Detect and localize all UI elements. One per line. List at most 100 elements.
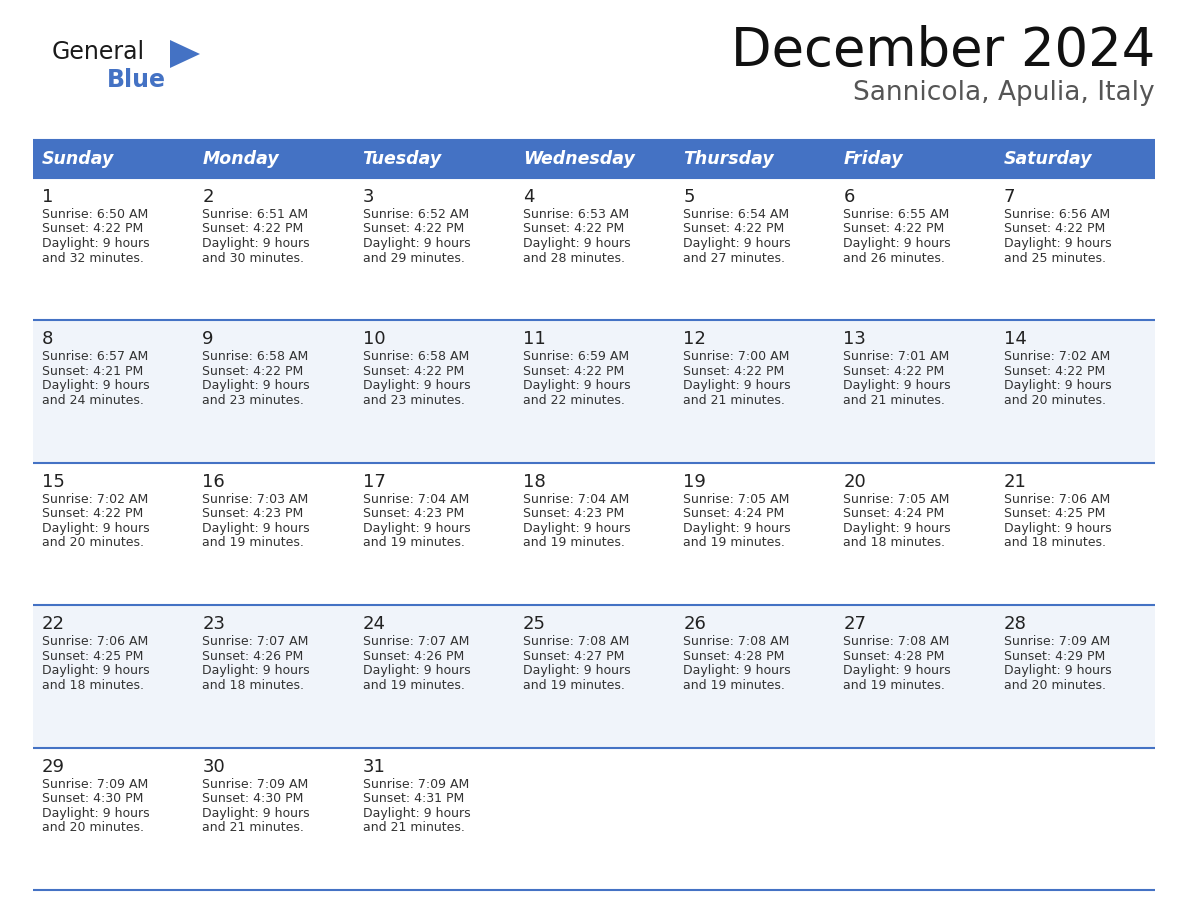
Text: Sunset: 4:28 PM: Sunset: 4:28 PM bbox=[843, 650, 944, 663]
Text: and 24 minutes.: and 24 minutes. bbox=[42, 394, 144, 407]
Bar bbox=[33, 140, 194, 178]
Text: and 19 minutes.: and 19 minutes. bbox=[362, 678, 465, 691]
Text: 29: 29 bbox=[42, 757, 65, 776]
Text: Daylight: 9 hours: Daylight: 9 hours bbox=[42, 521, 150, 535]
Text: and 21 minutes.: and 21 minutes. bbox=[362, 821, 465, 834]
Text: Sunset: 4:22 PM: Sunset: 4:22 PM bbox=[843, 222, 944, 236]
Text: Daylight: 9 hours: Daylight: 9 hours bbox=[1004, 665, 1111, 677]
Text: and 21 minutes.: and 21 minutes. bbox=[683, 394, 785, 407]
Text: Sunset: 4:22 PM: Sunset: 4:22 PM bbox=[1004, 364, 1105, 378]
Text: Sunset: 4:22 PM: Sunset: 4:22 PM bbox=[523, 364, 624, 378]
Text: and 19 minutes.: and 19 minutes. bbox=[683, 678, 785, 691]
Text: 3: 3 bbox=[362, 188, 374, 206]
Text: Sunrise: 7:02 AM: Sunrise: 7:02 AM bbox=[1004, 351, 1110, 364]
Text: Sunset: 4:26 PM: Sunset: 4:26 PM bbox=[362, 650, 463, 663]
Text: Friday: Friday bbox=[843, 150, 903, 168]
Text: 4: 4 bbox=[523, 188, 535, 206]
Text: Sunrise: 6:58 AM: Sunrise: 6:58 AM bbox=[362, 351, 469, 364]
Text: and 18 minutes.: and 18 minutes. bbox=[42, 678, 144, 691]
Text: Sunrise: 6:51 AM: Sunrise: 6:51 AM bbox=[202, 208, 309, 221]
Text: Sunrise: 6:59 AM: Sunrise: 6:59 AM bbox=[523, 351, 628, 364]
Text: 21: 21 bbox=[1004, 473, 1026, 491]
Text: and 19 minutes.: and 19 minutes. bbox=[523, 678, 625, 691]
Text: 22: 22 bbox=[42, 615, 65, 633]
Text: Sunset: 4:22 PM: Sunset: 4:22 PM bbox=[683, 364, 784, 378]
Text: Sunrise: 7:09 AM: Sunrise: 7:09 AM bbox=[1004, 635, 1110, 648]
Text: Daylight: 9 hours: Daylight: 9 hours bbox=[362, 237, 470, 250]
Text: Sunrise: 7:04 AM: Sunrise: 7:04 AM bbox=[523, 493, 630, 506]
Text: 9: 9 bbox=[202, 330, 214, 349]
Text: December 2024: December 2024 bbox=[731, 25, 1155, 77]
Text: Daylight: 9 hours: Daylight: 9 hours bbox=[202, 807, 310, 820]
Bar bbox=[33, 747, 1155, 890]
Text: 28: 28 bbox=[1004, 615, 1026, 633]
Text: Daylight: 9 hours: Daylight: 9 hours bbox=[42, 807, 150, 820]
Text: Sunset: 4:25 PM: Sunset: 4:25 PM bbox=[1004, 508, 1105, 521]
Text: and 18 minutes.: and 18 minutes. bbox=[1004, 536, 1106, 549]
Bar bbox=[33, 320, 1155, 463]
Text: Daylight: 9 hours: Daylight: 9 hours bbox=[1004, 237, 1111, 250]
Text: Sunrise: 7:09 AM: Sunrise: 7:09 AM bbox=[202, 778, 309, 790]
Text: Sunrise: 7:08 AM: Sunrise: 7:08 AM bbox=[523, 635, 630, 648]
Text: Daylight: 9 hours: Daylight: 9 hours bbox=[202, 521, 310, 535]
Bar bbox=[834, 140, 994, 178]
Text: Sunset: 4:24 PM: Sunset: 4:24 PM bbox=[683, 508, 784, 521]
Text: Sunrise: 7:09 AM: Sunrise: 7:09 AM bbox=[362, 778, 469, 790]
Text: 24: 24 bbox=[362, 615, 386, 633]
Text: Sunset: 4:23 PM: Sunset: 4:23 PM bbox=[202, 508, 304, 521]
Text: and 22 minutes.: and 22 minutes. bbox=[523, 394, 625, 407]
Text: Sunrise: 7:09 AM: Sunrise: 7:09 AM bbox=[42, 778, 148, 790]
Text: Sunset: 4:22 PM: Sunset: 4:22 PM bbox=[362, 364, 463, 378]
Text: Sunrise: 7:03 AM: Sunrise: 7:03 AM bbox=[202, 493, 309, 506]
Text: Daylight: 9 hours: Daylight: 9 hours bbox=[42, 379, 150, 392]
Text: Sunset: 4:30 PM: Sunset: 4:30 PM bbox=[202, 792, 304, 805]
Text: Sunset: 4:29 PM: Sunset: 4:29 PM bbox=[1004, 650, 1105, 663]
Bar bbox=[674, 140, 834, 178]
Text: Sunrise: 6:58 AM: Sunrise: 6:58 AM bbox=[202, 351, 309, 364]
Text: Sunrise: 7:06 AM: Sunrise: 7:06 AM bbox=[42, 635, 148, 648]
Text: Blue: Blue bbox=[107, 68, 166, 92]
Text: Daylight: 9 hours: Daylight: 9 hours bbox=[42, 665, 150, 677]
Text: 19: 19 bbox=[683, 473, 706, 491]
Text: General: General bbox=[52, 40, 145, 64]
Text: Sunset: 4:22 PM: Sunset: 4:22 PM bbox=[42, 222, 144, 236]
Text: 5: 5 bbox=[683, 188, 695, 206]
Text: Monday: Monday bbox=[202, 150, 279, 168]
Text: Daylight: 9 hours: Daylight: 9 hours bbox=[843, 521, 952, 535]
Text: Sunrise: 6:50 AM: Sunrise: 6:50 AM bbox=[42, 208, 148, 221]
Text: 11: 11 bbox=[523, 330, 545, 349]
Text: and 23 minutes.: and 23 minutes. bbox=[202, 394, 304, 407]
Text: Daylight: 9 hours: Daylight: 9 hours bbox=[202, 665, 310, 677]
Text: Daylight: 9 hours: Daylight: 9 hours bbox=[843, 379, 952, 392]
Text: and 21 minutes.: and 21 minutes. bbox=[202, 821, 304, 834]
Text: 15: 15 bbox=[42, 473, 65, 491]
Text: Saturday: Saturday bbox=[1004, 150, 1092, 168]
Text: and 19 minutes.: and 19 minutes. bbox=[843, 678, 946, 691]
Text: Daylight: 9 hours: Daylight: 9 hours bbox=[202, 379, 310, 392]
Text: and 18 minutes.: and 18 minutes. bbox=[202, 678, 304, 691]
Text: Sunday: Sunday bbox=[42, 150, 114, 168]
Text: 31: 31 bbox=[362, 757, 385, 776]
Bar bbox=[33, 178, 1155, 320]
Text: Sunset: 4:22 PM: Sunset: 4:22 PM bbox=[523, 222, 624, 236]
Text: Sunrise: 6:53 AM: Sunrise: 6:53 AM bbox=[523, 208, 628, 221]
Text: Sunset: 4:30 PM: Sunset: 4:30 PM bbox=[42, 792, 144, 805]
Text: 13: 13 bbox=[843, 330, 866, 349]
Text: Sunrise: 6:52 AM: Sunrise: 6:52 AM bbox=[362, 208, 469, 221]
Text: Daylight: 9 hours: Daylight: 9 hours bbox=[1004, 379, 1111, 392]
Text: and 20 minutes.: and 20 minutes. bbox=[42, 821, 144, 834]
Text: Daylight: 9 hours: Daylight: 9 hours bbox=[683, 521, 791, 535]
Text: and 19 minutes.: and 19 minutes. bbox=[683, 536, 785, 549]
Text: Sunrise: 7:08 AM: Sunrise: 7:08 AM bbox=[683, 635, 790, 648]
Text: Sunset: 4:26 PM: Sunset: 4:26 PM bbox=[202, 650, 304, 663]
Text: 2: 2 bbox=[202, 188, 214, 206]
Text: 20: 20 bbox=[843, 473, 866, 491]
Text: Sunrise: 7:05 AM: Sunrise: 7:05 AM bbox=[683, 493, 790, 506]
Text: 18: 18 bbox=[523, 473, 545, 491]
Text: Daylight: 9 hours: Daylight: 9 hours bbox=[523, 665, 631, 677]
Text: Daylight: 9 hours: Daylight: 9 hours bbox=[362, 379, 470, 392]
Text: Sunset: 4:22 PM: Sunset: 4:22 PM bbox=[843, 364, 944, 378]
Text: Sunset: 4:22 PM: Sunset: 4:22 PM bbox=[202, 222, 304, 236]
Text: Daylight: 9 hours: Daylight: 9 hours bbox=[683, 379, 791, 392]
Text: 17: 17 bbox=[362, 473, 385, 491]
